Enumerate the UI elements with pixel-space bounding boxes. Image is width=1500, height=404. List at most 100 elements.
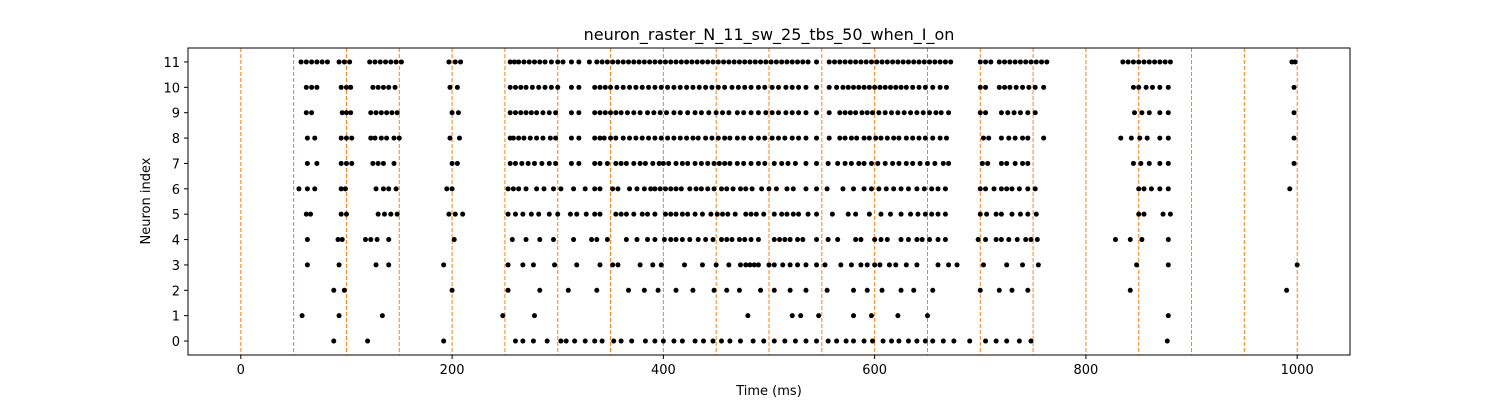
spike-point — [903, 262, 909, 268]
spike-point — [512, 110, 518, 116]
spike-point — [341, 59, 347, 65]
spike-point — [856, 160, 862, 166]
spike-point — [652, 211, 658, 217]
spike-point — [930, 287, 936, 293]
spike-point — [664, 110, 670, 116]
y-tick-label: 1 — [172, 310, 180, 325]
spike-point — [1137, 135, 1143, 141]
spike-point — [597, 262, 603, 268]
spike-point — [1009, 211, 1015, 217]
spike-point — [567, 211, 573, 217]
spike-point — [372, 135, 378, 141]
spike-point — [814, 262, 820, 268]
spike-point — [937, 59, 943, 65]
spike-point — [705, 160, 711, 166]
spike-point — [618, 110, 624, 116]
spike-point — [1157, 110, 1163, 116]
spike-point — [1165, 135, 1171, 141]
spike-point — [803, 338, 809, 344]
spike-point — [1134, 262, 1140, 268]
spike-point — [898, 84, 904, 90]
spike-point — [594, 237, 600, 243]
spike-point — [824, 186, 830, 192]
spike-point — [1165, 262, 1171, 268]
spike-point — [386, 186, 392, 192]
spike-point — [734, 160, 740, 166]
spike-point — [370, 84, 376, 90]
spike-point — [863, 59, 869, 65]
spike-point — [608, 135, 614, 141]
spike-point — [914, 338, 920, 344]
spike-point — [1034, 237, 1040, 243]
spike-point — [1032, 110, 1038, 116]
spike-point — [631, 160, 637, 166]
spike-point — [324, 59, 330, 65]
spike-point — [1130, 59, 1136, 65]
spike-point — [937, 135, 943, 141]
spike-point — [386, 262, 392, 268]
spike-point — [1028, 338, 1034, 344]
spike-point — [553, 160, 559, 166]
spike-point — [768, 59, 774, 65]
spike-point — [384, 110, 390, 116]
spike-point — [365, 338, 371, 344]
spike-point — [831, 59, 837, 65]
spike-point — [773, 59, 779, 65]
spike-point — [299, 313, 305, 319]
spike-point — [1004, 160, 1010, 166]
spike-point — [796, 110, 802, 116]
spike-point — [455, 110, 461, 116]
spike-point — [634, 237, 640, 243]
spike-point — [1012, 59, 1018, 65]
spike-point — [692, 110, 698, 116]
spike-point — [954, 262, 960, 268]
spike-point — [776, 135, 782, 141]
spike-point — [309, 84, 315, 90]
spike-point — [520, 338, 526, 344]
spike-point — [695, 135, 701, 141]
spike-point — [391, 135, 397, 141]
spike-point — [684, 84, 690, 90]
spike-point — [916, 59, 922, 65]
spike-point — [1118, 135, 1124, 141]
spike-point — [805, 211, 811, 217]
spike-point — [335, 237, 341, 243]
spike-point — [618, 338, 624, 344]
spike-point — [876, 186, 882, 192]
spike-point — [724, 186, 730, 192]
spike-point — [905, 59, 911, 65]
spike-point — [853, 211, 859, 217]
spike-point — [866, 211, 872, 217]
spike-point — [1033, 59, 1039, 65]
spike-point — [384, 135, 390, 141]
spike-point — [753, 211, 759, 217]
spike-point — [639, 211, 645, 217]
spike-point — [737, 186, 743, 192]
spike-point — [935, 262, 941, 268]
spike-point — [534, 110, 540, 116]
spike-point — [380, 160, 386, 166]
spike-point — [796, 135, 802, 141]
spike-point — [540, 110, 546, 116]
spike-point — [1160, 211, 1166, 217]
spike-point — [905, 338, 911, 344]
spike-point — [891, 186, 897, 192]
spike-point — [509, 237, 515, 243]
spike-point — [911, 287, 917, 293]
spike-point — [762, 160, 768, 166]
spike-point — [998, 135, 1004, 141]
spike-point — [602, 110, 608, 116]
spike-point — [516, 186, 522, 192]
spike-point — [692, 338, 698, 344]
spike-point — [755, 110, 761, 116]
spike-point — [743, 262, 749, 268]
spike-point — [983, 59, 989, 65]
spike-point — [870, 338, 876, 344]
spike-point — [927, 59, 933, 65]
spike-point — [983, 237, 989, 243]
spike-point — [523, 110, 529, 116]
spike-point — [866, 84, 872, 90]
spike-point — [312, 186, 318, 192]
spike-point — [898, 237, 904, 243]
